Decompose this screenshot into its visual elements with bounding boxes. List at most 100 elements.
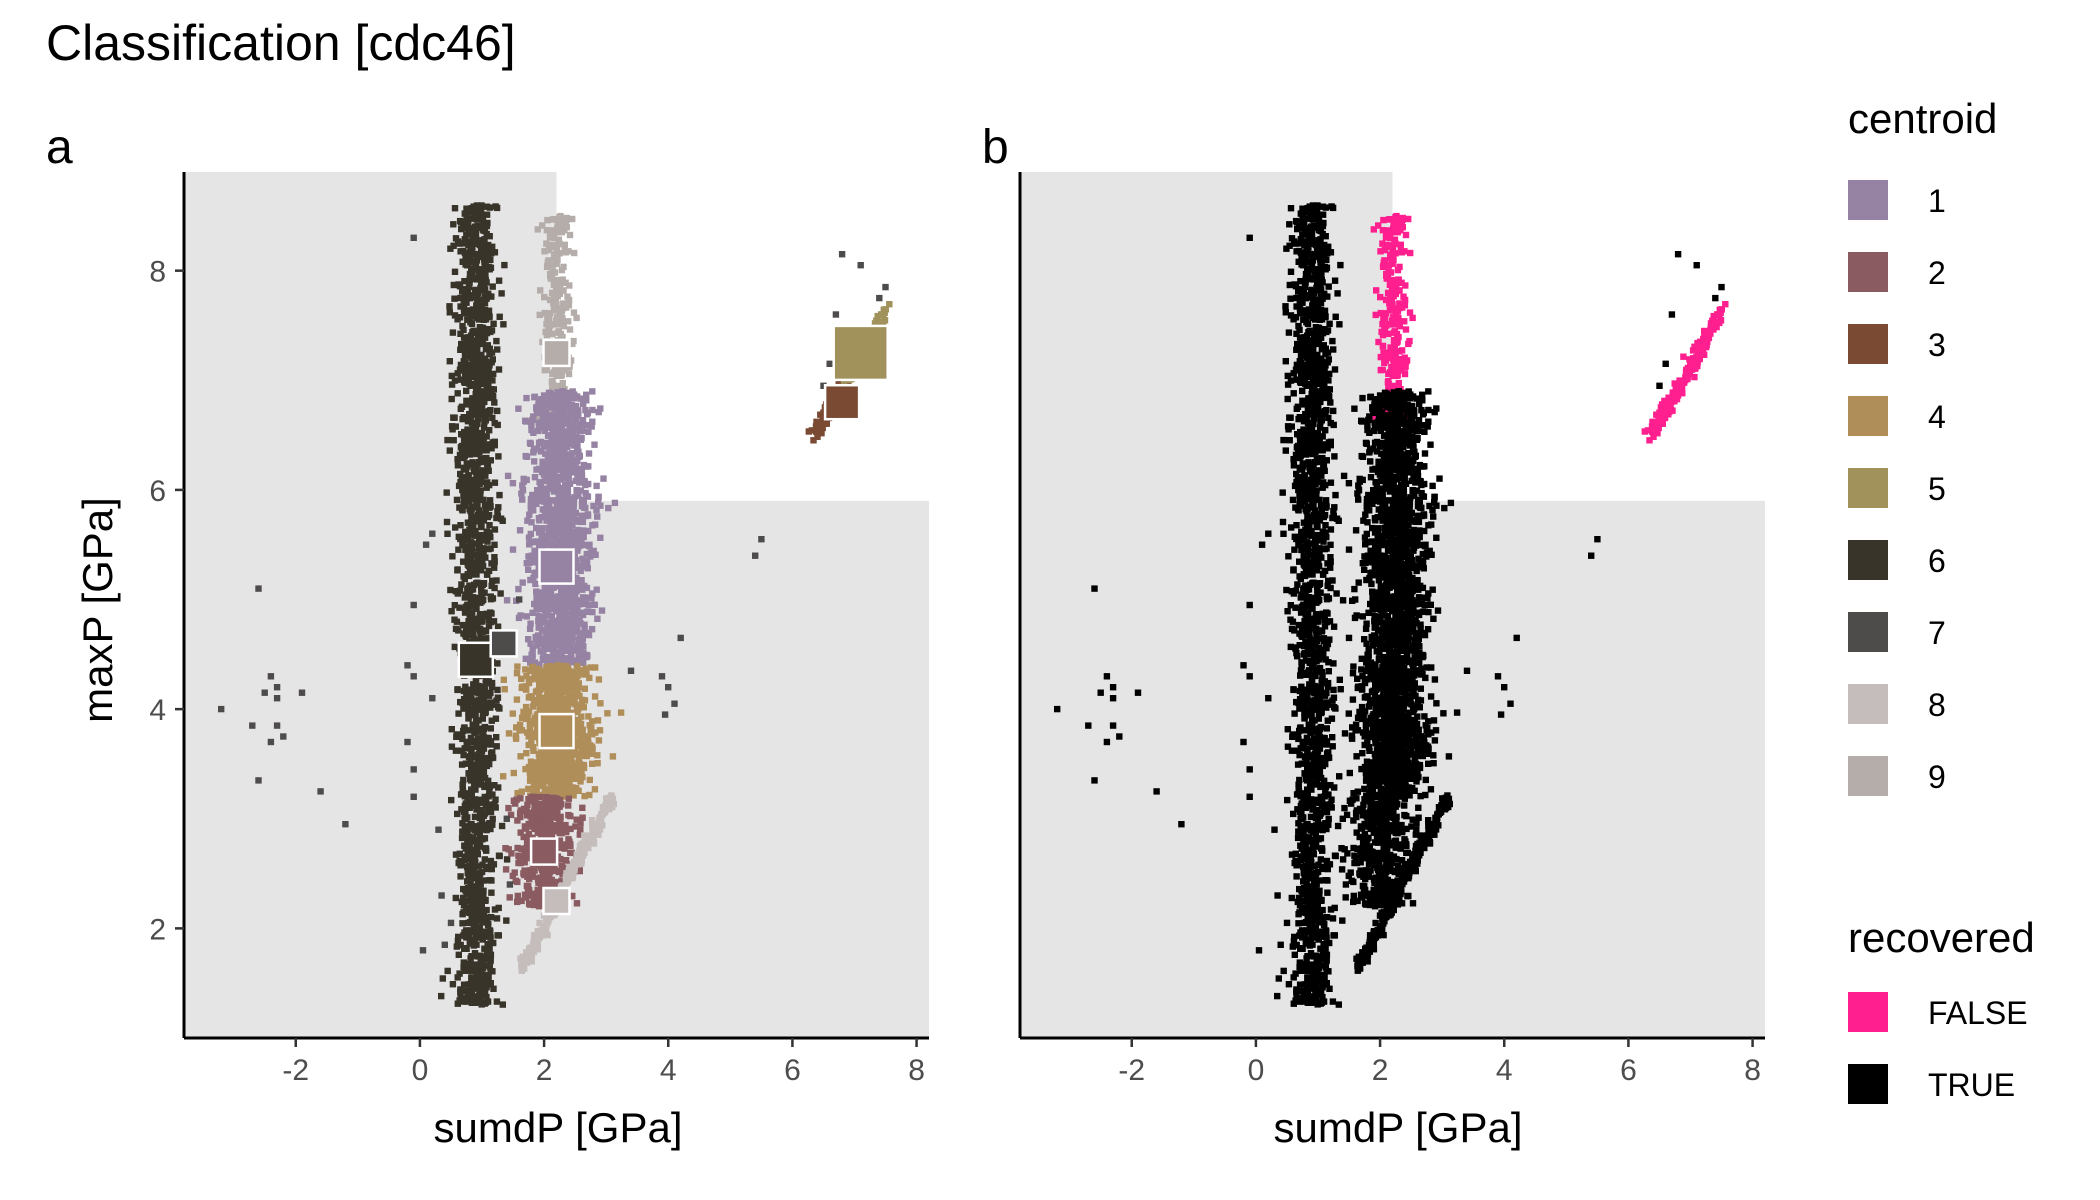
data-point [542,806,549,813]
data-point [486,497,494,504]
data-point [535,529,543,536]
data-point [561,844,568,851]
data-point [594,513,601,520]
data-point [465,220,472,227]
data-point [545,389,553,396]
data-point [491,249,499,256]
data-point [483,863,490,871]
data-point [583,608,591,615]
data-point [480,388,487,395]
data-point [569,450,576,457]
data-point [486,945,493,952]
data-point [513,696,521,703]
data-point [495,784,502,791]
data-point [528,958,535,965]
data-point [541,510,549,517]
data-point [524,838,531,845]
data-point [555,486,562,494]
data-point [468,419,476,427]
data-point [459,781,466,788]
data-point [595,493,602,500]
data-point [451,643,458,651]
data-point [548,612,555,620]
data-point [537,668,544,675]
data-point [518,684,525,692]
data-point [458,732,466,739]
data-point [479,960,486,967]
data-point [551,483,558,490]
data-point [553,372,561,380]
data-point [559,222,567,230]
data-point [480,745,488,752]
data-point [469,906,477,914]
data-point [589,590,596,597]
data-point [585,832,592,840]
data-point [564,760,571,767]
data-point [597,502,604,509]
data-point [469,459,476,466]
data-point [553,765,560,773]
data-point [569,215,576,223]
data-point [446,309,453,316]
data-point [537,438,545,446]
data-point [476,480,483,487]
data-point [586,674,593,682]
data-point [483,906,490,914]
data-point [538,808,546,815]
data-point [478,594,485,601]
data-point [465,790,472,797]
data-point [495,932,502,939]
data-point [501,686,508,693]
data-point [539,222,546,229]
data-point [537,605,545,613]
data-point [541,248,548,255]
data-point [495,366,503,373]
data-point [477,779,485,787]
data-point [503,917,510,924]
data-point [491,526,499,533]
data-point [484,701,491,708]
data-point [585,713,592,720]
data-point [554,520,561,527]
data-point [595,737,603,744]
data-point [465,227,472,234]
data-point [451,312,459,319]
data-point [550,584,557,591]
data-point [543,794,550,801]
data-point [449,426,456,433]
data-point [581,582,588,590]
data-point [576,471,583,478]
data-point [478,266,486,273]
data-point [588,423,595,430]
data-point [543,495,550,503]
data-point [466,526,473,533]
data-point [540,866,547,874]
data-point [583,422,591,429]
data-point [489,283,496,290]
data-point [464,533,471,541]
data-point [500,676,507,683]
data-point [473,899,480,907]
data-point [472,637,480,644]
data-point [565,302,572,309]
data-point [460,687,468,695]
data-point [578,748,586,756]
data-point [522,452,529,460]
data-point [550,635,557,642]
data-point [467,332,475,339]
data-point [566,461,574,469]
data-point [493,734,500,741]
data-point [476,870,483,878]
data-point [464,837,471,844]
data-point [590,838,598,845]
data-point [476,211,483,218]
data-point [484,613,491,620]
data-point [487,980,494,987]
data-point [554,220,561,227]
data-point [485,692,493,699]
data-point [559,388,566,395]
data-point [553,260,560,267]
data-point [446,303,453,310]
data-point [474,405,481,412]
data-point [461,802,469,810]
